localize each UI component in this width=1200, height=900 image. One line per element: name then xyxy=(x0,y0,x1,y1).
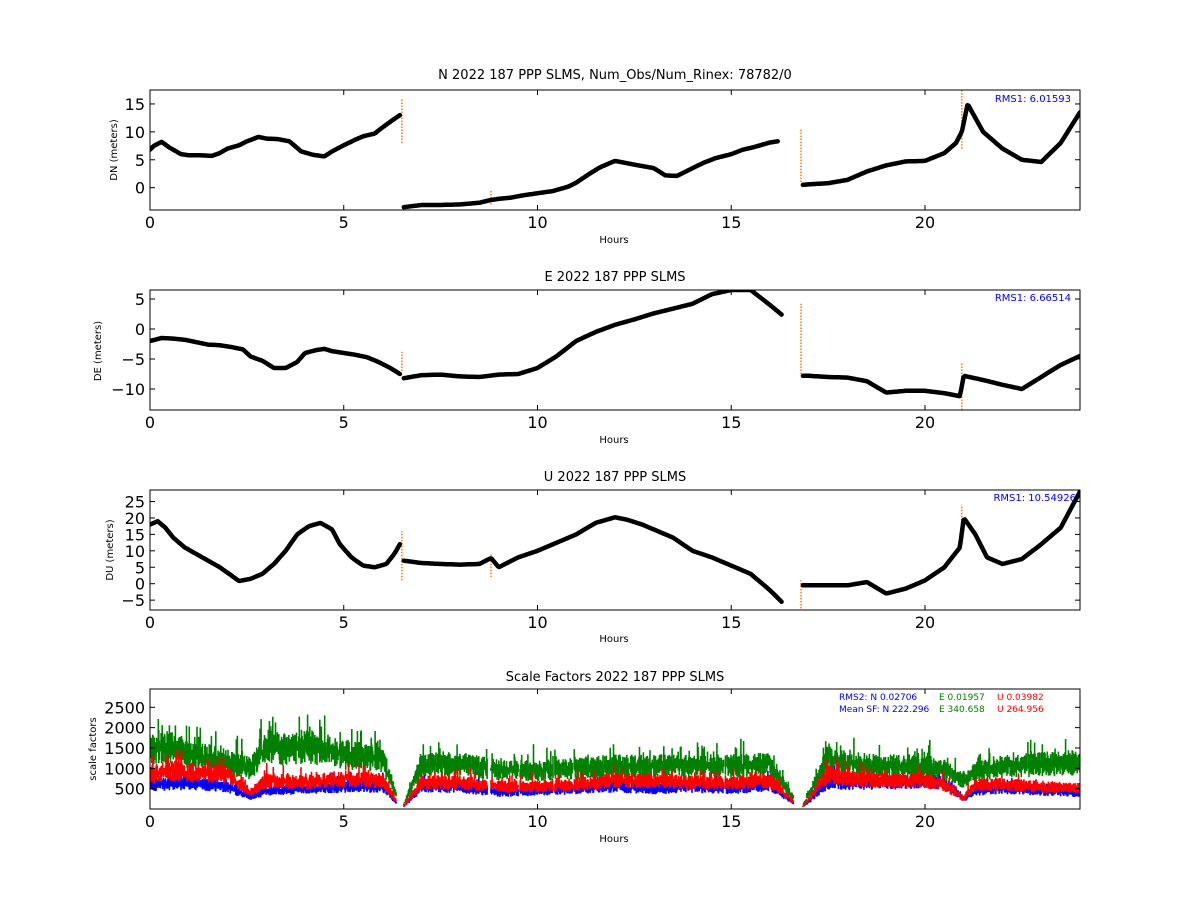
x-tick-label: 15 xyxy=(721,613,741,632)
plot-points xyxy=(150,290,1080,410)
y-tick-label: 25 xyxy=(125,493,145,512)
subplot-sf-title: Scale Factors 2022 187 PPP SLMS xyxy=(506,670,725,685)
subplot-u-xlabel: Hours xyxy=(599,634,628,645)
subplot-e-title: E 2022 187 PPP SLMS xyxy=(544,270,685,285)
subplot-u-ylabel: DU (meters) xyxy=(105,519,116,580)
x-tick-label: 15 xyxy=(721,413,741,432)
y-tick-label: 10 xyxy=(125,123,145,142)
y-tick-label: 1000 xyxy=(104,759,145,778)
plot-points xyxy=(150,90,1080,210)
y-tick-label: 500 xyxy=(114,780,145,799)
subplot-e-xlabel: Hours xyxy=(599,435,628,446)
y-tick-label: −10 xyxy=(111,380,145,399)
subplot-e-ylabel: DE (meters) xyxy=(93,321,104,381)
x-tick-label: 5 xyxy=(339,812,349,831)
data-series-trace xyxy=(800,102,1080,188)
sf-series-E xyxy=(150,714,1080,806)
sf-mean-e-text: E 340.658 xyxy=(939,705,985,715)
subplot-n-ylabel: DN (meters) xyxy=(109,119,120,181)
subplot-sf: Scale Factors 2022 187 PPP SLMS scale fa… xyxy=(88,670,1044,845)
data-series-trace xyxy=(150,112,403,159)
plot-frame xyxy=(149,89,1081,211)
subplot-u-rms-annotation: RMS1: 10.54926 xyxy=(993,493,1076,504)
x-tick-label: 0 xyxy=(145,613,155,632)
x-tick-label: 10 xyxy=(527,413,547,432)
x-tick-label: 0 xyxy=(145,413,155,432)
x-tick-label: 5 xyxy=(339,413,349,432)
x-tick-label: 20 xyxy=(915,213,935,232)
plot-frame xyxy=(149,688,1081,810)
y-tick-label: 2500 xyxy=(104,698,145,717)
y-tick-label: 15 xyxy=(125,525,145,544)
plot-points xyxy=(150,714,1080,808)
x-tick-label: 10 xyxy=(527,812,547,831)
y-tick-label: −5 xyxy=(121,591,145,610)
y-tick-label: 0 xyxy=(135,320,145,339)
y-tick-label: 5 xyxy=(135,290,145,309)
sf-mean-u-text: U 264.956 xyxy=(997,705,1044,715)
y-tick-label: 5 xyxy=(135,558,145,577)
y-tick-label: 2000 xyxy=(104,719,145,738)
x-tick-label: 5 xyxy=(339,613,349,632)
subplot-u: U 2022 187 PPP SLMS DU (meters) Hours RM… xyxy=(105,470,1076,645)
y-tick-label: 0 xyxy=(135,575,145,594)
plot-frame xyxy=(149,489,1081,611)
sf-rms2-n-text: RMS2: N 0.02706 xyxy=(839,693,917,703)
data-series-trace xyxy=(401,515,784,605)
x-tick-label: 15 xyxy=(721,213,741,232)
subplot-n-rms-annotation: RMS1: 6.01593 xyxy=(995,94,1071,105)
data-series-trace xyxy=(401,139,780,210)
data-series-trace xyxy=(150,518,403,584)
x-tick-label: 10 xyxy=(527,213,547,232)
y-tick-label: 15 xyxy=(125,95,145,114)
sf-rms2-e-text: E 0.01957 xyxy=(939,693,985,703)
subplot-sf-xlabel: Hours xyxy=(599,834,628,845)
x-tick-label: 20 xyxy=(915,812,935,831)
x-tick-label: 15 xyxy=(721,812,741,831)
y-tick-label: 20 xyxy=(125,509,145,528)
sf-series-U xyxy=(150,749,1080,808)
subplot-n-xlabel: Hours xyxy=(599,235,628,246)
subplot-1-marks: 0 5 10 15 20 −10 −5 0 5 xyxy=(111,289,1081,432)
sf-rms2-u-text: U 0.03982 xyxy=(997,693,1044,703)
x-tick-label: 5 xyxy=(339,213,349,232)
x-tick-label: 0 xyxy=(145,812,155,831)
subplot-e-rms-annotation: RMS1: 6.66514 xyxy=(995,293,1071,304)
x-tick-label: 10 xyxy=(527,613,547,632)
subplot-e: E 2022 187 PPP SLMS DE (meters) Hours RM… xyxy=(93,270,1071,446)
data-series-trace xyxy=(800,490,1080,596)
subplot-n: N 2022 187 PPP SLMS, Num_Obs/Num_Rinex: … xyxy=(109,68,1071,246)
y-tick-label: −5 xyxy=(121,350,145,369)
y-tick-label: 5 xyxy=(135,151,145,170)
data-series-trace xyxy=(800,353,1080,399)
y-tick-label: 10 xyxy=(125,542,145,561)
subplot-sf-ylabel: scale factors xyxy=(88,717,99,780)
y-tick-label: 1500 xyxy=(104,739,145,758)
sf-mean-n-text: Mean SF: N 222.296 xyxy=(839,705,930,715)
x-tick-label: 20 xyxy=(915,413,935,432)
x-tick-label: 0 xyxy=(145,213,155,232)
plot-points xyxy=(150,490,1080,609)
data-series-trace xyxy=(401,290,784,381)
subplot-n-title: N 2022 187 PPP SLMS, Num_Obs/Num_Rinex: … xyxy=(438,68,792,83)
data-series-trace xyxy=(150,335,403,377)
x-tick-label: 20 xyxy=(915,613,935,632)
y-tick-label: 0 xyxy=(135,179,145,198)
plot-frame xyxy=(149,289,1081,411)
subplot-u-title: U 2022 187 PPP SLMS xyxy=(544,470,686,485)
subplot-0-marks: 0 5 10 15 20 0 5 10 15 xyxy=(125,89,1081,232)
